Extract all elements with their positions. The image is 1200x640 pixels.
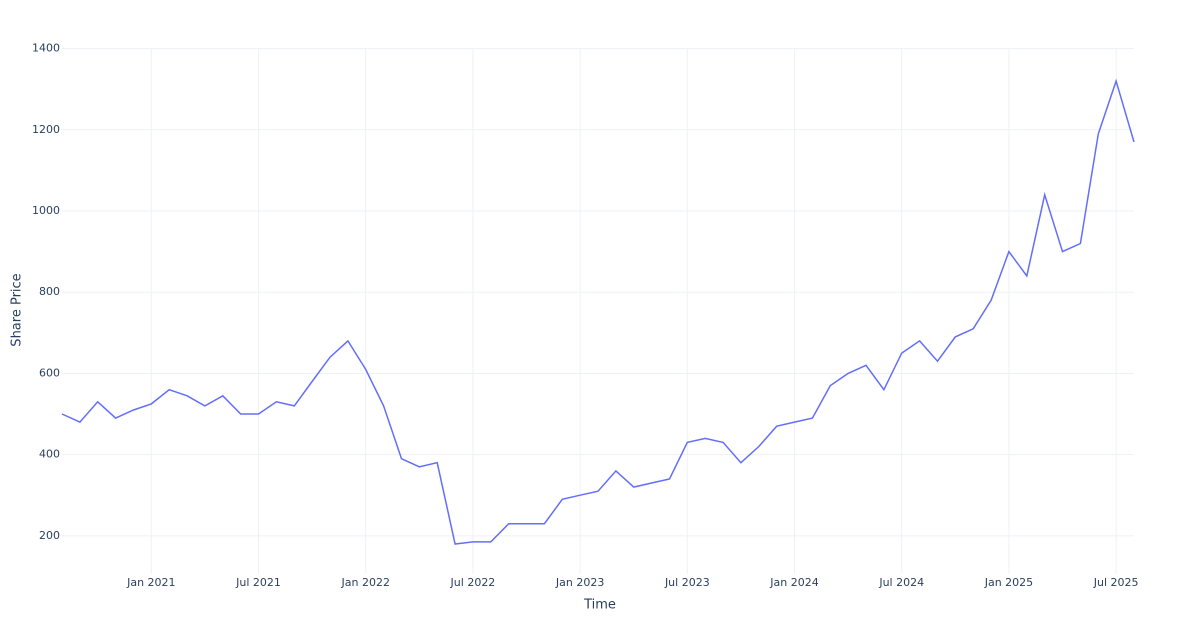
x-tick-label: Jan 2024 — [769, 576, 818, 589]
x-tick-label: Jan 2023 — [555, 576, 604, 589]
line-series — [61, 78, 1135, 545]
y-axis-title: Share Price — [10, 273, 25, 346]
y-tick-label: 1200 — [32, 123, 60, 136]
y-tick-label: 400 — [39, 448, 60, 461]
x-tick-label: Jul 2025 — [1093, 576, 1139, 589]
y-tick-label: 1400 — [32, 42, 60, 55]
y-tick-label: 200 — [39, 529, 60, 542]
y-tick-label: 800 — [39, 285, 60, 298]
x-axis-title: Time — [583, 598, 616, 613]
x-tick-label: Jan 2025 — [984, 576, 1033, 589]
y-tick-label: 600 — [39, 366, 60, 379]
y-tick-label: 1000 — [32, 204, 60, 217]
x-tick-label: Jul 2024 — [878, 576, 924, 589]
x-tick-label: Jul 2021 — [235, 576, 281, 589]
x-tick-label: Jul 2023 — [664, 576, 710, 589]
x-tick-label: Jan 2022 — [341, 576, 390, 589]
x-tick-label: Jul 2022 — [450, 576, 496, 589]
x-tick-label: Jan 2021 — [126, 576, 175, 589]
